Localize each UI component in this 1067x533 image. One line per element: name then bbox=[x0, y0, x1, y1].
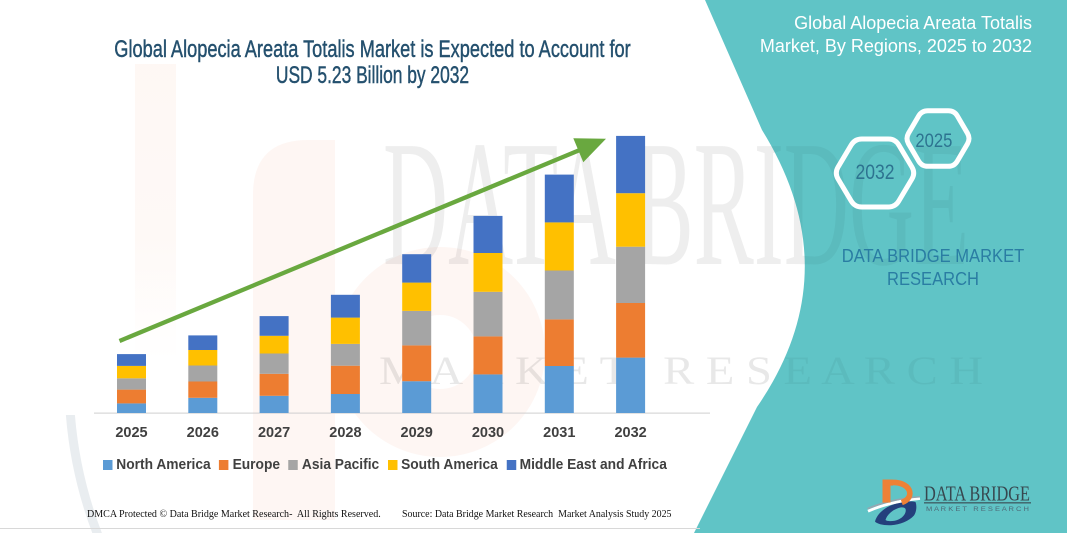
svg-text:M A R K E T R E S E A R C H: M A R K E T R E S E A R C H bbox=[926, 506, 1030, 513]
svg-text:2025: 2025 bbox=[915, 131, 952, 152]
svg-text:DATA BRIDGE: DATA BRIDGE bbox=[924, 482, 1030, 506]
svg-text:2032: 2032 bbox=[856, 161, 895, 184]
